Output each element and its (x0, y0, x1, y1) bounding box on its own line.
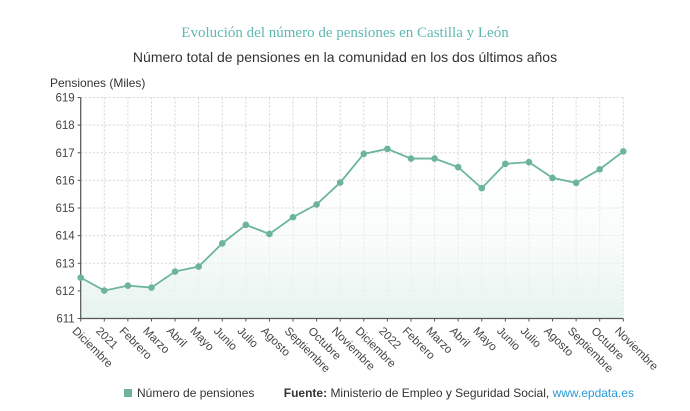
data-point (242, 221, 250, 229)
chart-subtitle: Número total de pensiones en la comunida… (132, 49, 558, 65)
data-point (478, 184, 486, 192)
data-point (384, 145, 391, 153)
x-tick-label: Junio (494, 325, 522, 353)
data-point (360, 150, 368, 158)
data-point (596, 166, 604, 173)
data-point (289, 213, 297, 221)
data-point (549, 174, 556, 182)
data-point (313, 201, 320, 208)
data-point (620, 148, 627, 155)
y-tick-label: 612 (56, 286, 75, 298)
data-point (171, 268, 179, 275)
source: Fuente: Ministerio de Empleo y Seguridad… (284, 386, 634, 400)
data-point (502, 160, 509, 168)
series-line (80, 147, 624, 292)
data-point (407, 155, 415, 162)
data-point (195, 263, 202, 270)
data-point (454, 163, 462, 171)
x-tick-label: Mayo (187, 325, 215, 353)
y-tick-label: 619 (56, 93, 75, 105)
data-point (336, 179, 344, 186)
y-tick-label: 613 (56, 258, 75, 270)
data-point (100, 287, 108, 294)
x-tick-label: Julio (518, 325, 543, 350)
data-point (572, 179, 580, 187)
chart-footer: Número de pensiones Fuente: Ministerio d… (124, 386, 634, 400)
y-tick-label: 614 (56, 231, 76, 243)
legend-label: Número de pensiones (137, 386, 255, 400)
data-point (266, 230, 273, 238)
y-axis-label: Pensiones (Miles) (50, 76, 145, 90)
chart-title: Evolución del número de pensiones en Cas… (181, 25, 509, 41)
y-tick-label: 618 (56, 120, 75, 132)
y-tick-label: 616 (56, 175, 75, 187)
data-point (77, 274, 84, 281)
source-label: Fuente: (283, 386, 328, 400)
y-tick-label: 615 (56, 203, 75, 215)
data-point (148, 284, 155, 291)
legend-item[interactable]: Número de pensiones (124, 386, 254, 400)
x-tick-label: Julio (235, 325, 260, 350)
data-point (525, 158, 533, 166)
y-tick-label: 617 (56, 148, 75, 160)
data-point (124, 282, 132, 289)
y-tick-label: 611 (56, 314, 74, 326)
data-point (431, 155, 438, 162)
legend-swatch-icon (124, 389, 132, 397)
series-area (80, 148, 624, 319)
x-tick-label: Junio (211, 325, 239, 353)
data-point (218, 240, 226, 247)
source-text: Ministerio de Empleo y Seguridad Social, (330, 386, 550, 400)
source-link[interactable]: www.epdata.es (552, 386, 634, 400)
x-tick-label: Mayo (471, 325, 499, 353)
